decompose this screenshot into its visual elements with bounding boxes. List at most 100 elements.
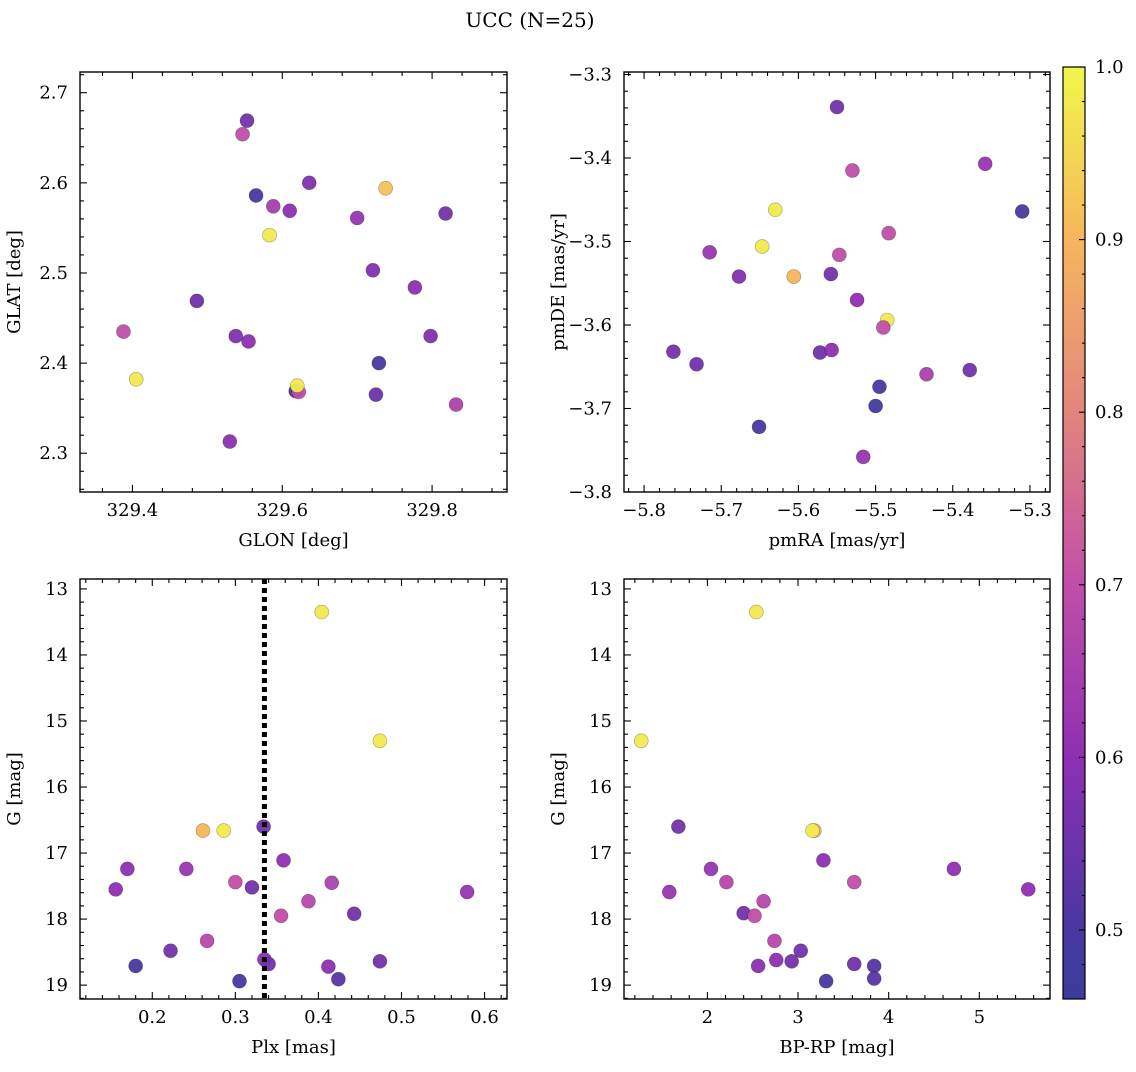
plot-frame xyxy=(79,71,508,493)
scatter-point xyxy=(829,99,845,115)
y-tick-label: −3.5 xyxy=(568,232,612,253)
scatter-point xyxy=(276,853,291,868)
y-tick-label: 2.4 xyxy=(39,353,68,374)
x-tick-label: −5.7 xyxy=(699,500,743,521)
scatter-point xyxy=(816,853,831,868)
scatter-point xyxy=(946,861,962,877)
scatter-point xyxy=(866,971,882,986)
x-tick-label: 2 xyxy=(702,1007,713,1028)
scatter-point xyxy=(754,239,770,254)
scatter-point xyxy=(324,875,340,891)
scatter-point xyxy=(786,269,802,284)
scatter-point xyxy=(378,180,393,196)
y-axis-label: GLAT [deg] xyxy=(4,230,25,334)
plot-frame xyxy=(79,578,508,1000)
y-tick-label: 13 xyxy=(589,579,612,600)
scatter-point xyxy=(368,387,384,402)
scatter-point xyxy=(289,378,305,393)
x-tick-label: 0.4 xyxy=(304,1007,333,1028)
colorbar-gradient xyxy=(1062,66,1086,1000)
scatter-point xyxy=(222,434,238,449)
y-tick-label: 17 xyxy=(45,843,68,864)
scatter-point xyxy=(321,959,336,974)
colorbar-tick-label: 0.8 xyxy=(1095,402,1124,423)
x-tick-label: −5.8 xyxy=(622,500,666,521)
scatter-point xyxy=(919,366,934,382)
scatter-point xyxy=(881,225,897,241)
y-tick-label: 16 xyxy=(45,777,68,798)
scatter-point xyxy=(749,604,764,620)
x-tick-label: −5.3 xyxy=(1008,500,1052,521)
scatter-point xyxy=(407,280,423,295)
scatter-point xyxy=(189,293,205,309)
scatter-point xyxy=(195,823,211,838)
scatter-point xyxy=(731,269,747,284)
y-tick-label: 15 xyxy=(589,711,612,732)
panel-parallax-magnitude: 0.2 0.3 0.4 0.5 0.6 13 14 15 16 17 18 19 Plx [mas] G … xyxy=(4,578,508,1058)
y-tick-label: 17 xyxy=(589,843,612,864)
x-tick-label: −5.6 xyxy=(777,500,821,521)
y-axis-label: pmDE [mas/yr] xyxy=(548,213,569,351)
plot-frame xyxy=(623,71,1051,493)
y-tick-label: −3.3 xyxy=(568,65,612,86)
scatter-point xyxy=(423,328,438,344)
scatter-point xyxy=(824,342,839,358)
x-tick-label: 329.6 xyxy=(256,500,308,521)
y-tick-label: 16 xyxy=(589,777,612,798)
scatter-point xyxy=(448,397,464,412)
scatter-point xyxy=(239,113,255,128)
x-tick-label: 0.5 xyxy=(387,1007,416,1028)
x-axis-label: BP-RP [mag] xyxy=(779,1037,894,1058)
scatter-point xyxy=(768,952,784,968)
scatter-point xyxy=(265,198,281,214)
scatter-point xyxy=(784,954,799,969)
scatter-point xyxy=(314,604,330,620)
scatter-point xyxy=(1014,204,1030,219)
scatter-point xyxy=(703,861,719,877)
figure-title: UCC (N=25) xyxy=(465,8,594,32)
scatter-point xyxy=(751,419,767,435)
scatter-point xyxy=(876,320,891,335)
y-tick-label: 2.3 xyxy=(39,443,68,464)
scatter-point xyxy=(767,933,782,949)
scatter-point xyxy=(163,943,178,959)
scatter-point xyxy=(262,227,277,243)
scatter-point xyxy=(832,247,847,263)
scatter-point xyxy=(747,908,762,924)
scatter-point xyxy=(120,861,135,877)
scatter-point xyxy=(199,933,215,949)
y-tick-label: −3.4 xyxy=(568,148,612,169)
scatter-point xyxy=(349,210,365,226)
scatter-point xyxy=(116,324,131,339)
x-tick-label: 3 xyxy=(792,1007,803,1028)
scatter-point xyxy=(805,823,820,838)
scatter-point xyxy=(371,355,387,371)
y-tick-label: 19 xyxy=(45,975,68,996)
y-tick-label: 2.6 xyxy=(39,173,68,194)
scatter-point xyxy=(372,733,388,749)
scatter-point xyxy=(228,328,244,344)
scatter-point xyxy=(241,334,256,349)
y-tick-label: 2.5 xyxy=(39,263,68,284)
scatter-point xyxy=(702,245,717,260)
x-tick-label: 329.8 xyxy=(406,500,458,521)
scatter-point xyxy=(662,884,677,900)
scatter-point xyxy=(756,893,771,909)
scatter-point xyxy=(849,292,865,308)
scatter-point xyxy=(228,874,243,890)
colorbar-tick-label: 0.5 xyxy=(1095,920,1124,941)
scatter-point xyxy=(1020,882,1036,897)
scatter-point xyxy=(818,973,834,989)
x-axis-label: pmRA [mas/yr] xyxy=(769,530,906,551)
scatter-point xyxy=(331,971,346,987)
scatter-point xyxy=(823,266,839,282)
scatter-point xyxy=(868,398,883,414)
scatter-point xyxy=(845,163,860,178)
x-tick-label: −5.4 xyxy=(931,500,975,521)
panel-color-magnitude: 2 3 4 5 13 14 15 16 17 18 19 BP-RP [mag] G [mag] xyxy=(548,578,1051,1058)
x-tick-label: 4 xyxy=(883,1007,894,1028)
x-tick-label: 0.6 xyxy=(470,1007,499,1028)
scatter-point xyxy=(633,733,649,749)
y-axis-label: G [mag] xyxy=(548,752,569,825)
